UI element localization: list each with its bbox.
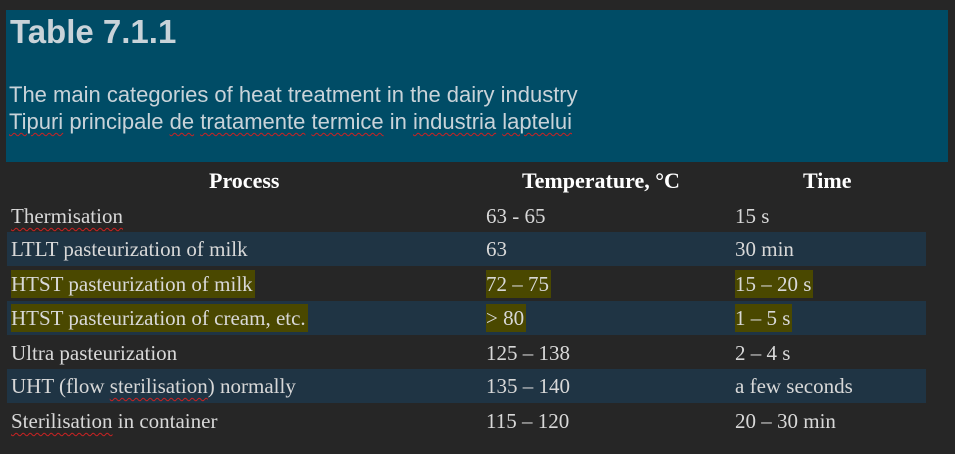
process-cell: HTST pasteurization of milk bbox=[11, 270, 255, 298]
temperature-cell: 135 – 140 bbox=[486, 374, 570, 398]
subtitle-word: principale bbox=[63, 109, 170, 134]
subtitle-english: The main categories of heat treatment in… bbox=[9, 82, 578, 107]
process-text: in container bbox=[112, 409, 218, 433]
process-cell: HTST pasteurization of cream, etc. bbox=[11, 304, 308, 332]
column-header-temperature: Temperature, °C bbox=[522, 168, 680, 193]
process-text: Sterilisation bbox=[11, 409, 113, 433]
process-text: sterilisation bbox=[109, 374, 208, 398]
table-row: HTST pasteurization of cream, etc. > 80 … bbox=[7, 301, 926, 335]
process-cell: Thermisation bbox=[11, 204, 123, 228]
time-cell: a few seconds bbox=[735, 374, 853, 398]
table-row: Thermisation 63 - 65 15 s bbox=[7, 199, 926, 233]
subtitle-word: tratamente bbox=[200, 109, 306, 134]
column-header-process: Process bbox=[209, 168, 280, 193]
page-title: Table 7.1.1 bbox=[10, 13, 177, 50]
subtitle-word: industria bbox=[412, 109, 497, 134]
subtitle-word: de bbox=[169, 109, 195, 134]
table-row: Sterilisation in container 115 – 120 20 … bbox=[7, 404, 926, 438]
table-row: UHT (flow sterilisation) normally 135 – … bbox=[7, 369, 926, 403]
time-cell: 30 min bbox=[735, 237, 794, 261]
process-cell: UHT (flow sterilisation) normally bbox=[11, 372, 296, 400]
temperature-cell: > 80 bbox=[486, 304, 527, 332]
time-cell: 1 – 5 s bbox=[735, 304, 793, 332]
table-row: Ultra pasteurization 125 – 138 2 – 4 s bbox=[7, 336, 926, 370]
process-cell: Sterilisation in container bbox=[11, 407, 217, 435]
subtitle-word: laptelui bbox=[502, 109, 572, 134]
process-cell: Ultra pasteurization bbox=[11, 341, 178, 365]
temperature-cell: 63 - 65 bbox=[486, 204, 546, 228]
time-cell: 15 s bbox=[735, 204, 770, 228]
process-cell: LTLT pasteurization of milk bbox=[11, 237, 248, 261]
table-caption-panel: Table 7.1.1 The main categories of heat … bbox=[6, 10, 948, 162]
table-row: HTST pasteurization of milk 72 – 75 15 –… bbox=[7, 267, 926, 301]
subtitle-word: Tipuri bbox=[9, 109, 64, 134]
temperature-cell: 115 – 120 bbox=[486, 409, 570, 433]
time-cell: 15 – 20 s bbox=[735, 270, 814, 298]
temperature-cell: 72 – 75 bbox=[486, 270, 551, 298]
column-header-time: Time bbox=[803, 168, 852, 193]
temperature-cell: 125 – 138 bbox=[486, 341, 570, 365]
table-row: LTLT pasteurization of milk 63 30 min bbox=[7, 232, 926, 266]
time-cell: 2 – 4 s bbox=[735, 341, 791, 365]
process-text: UHT (flow bbox=[11, 374, 110, 398]
process-text: ) normally bbox=[207, 374, 296, 398]
temperature-cell: 63 bbox=[486, 237, 507, 261]
time-cell: 20 – 30 min bbox=[735, 409, 836, 433]
subtitle-romanian: Tipuri principale de tratamente termice … bbox=[9, 109, 572, 135]
subtitle-word: in bbox=[383, 109, 413, 134]
subtitle-word: termice bbox=[311, 109, 384, 134]
